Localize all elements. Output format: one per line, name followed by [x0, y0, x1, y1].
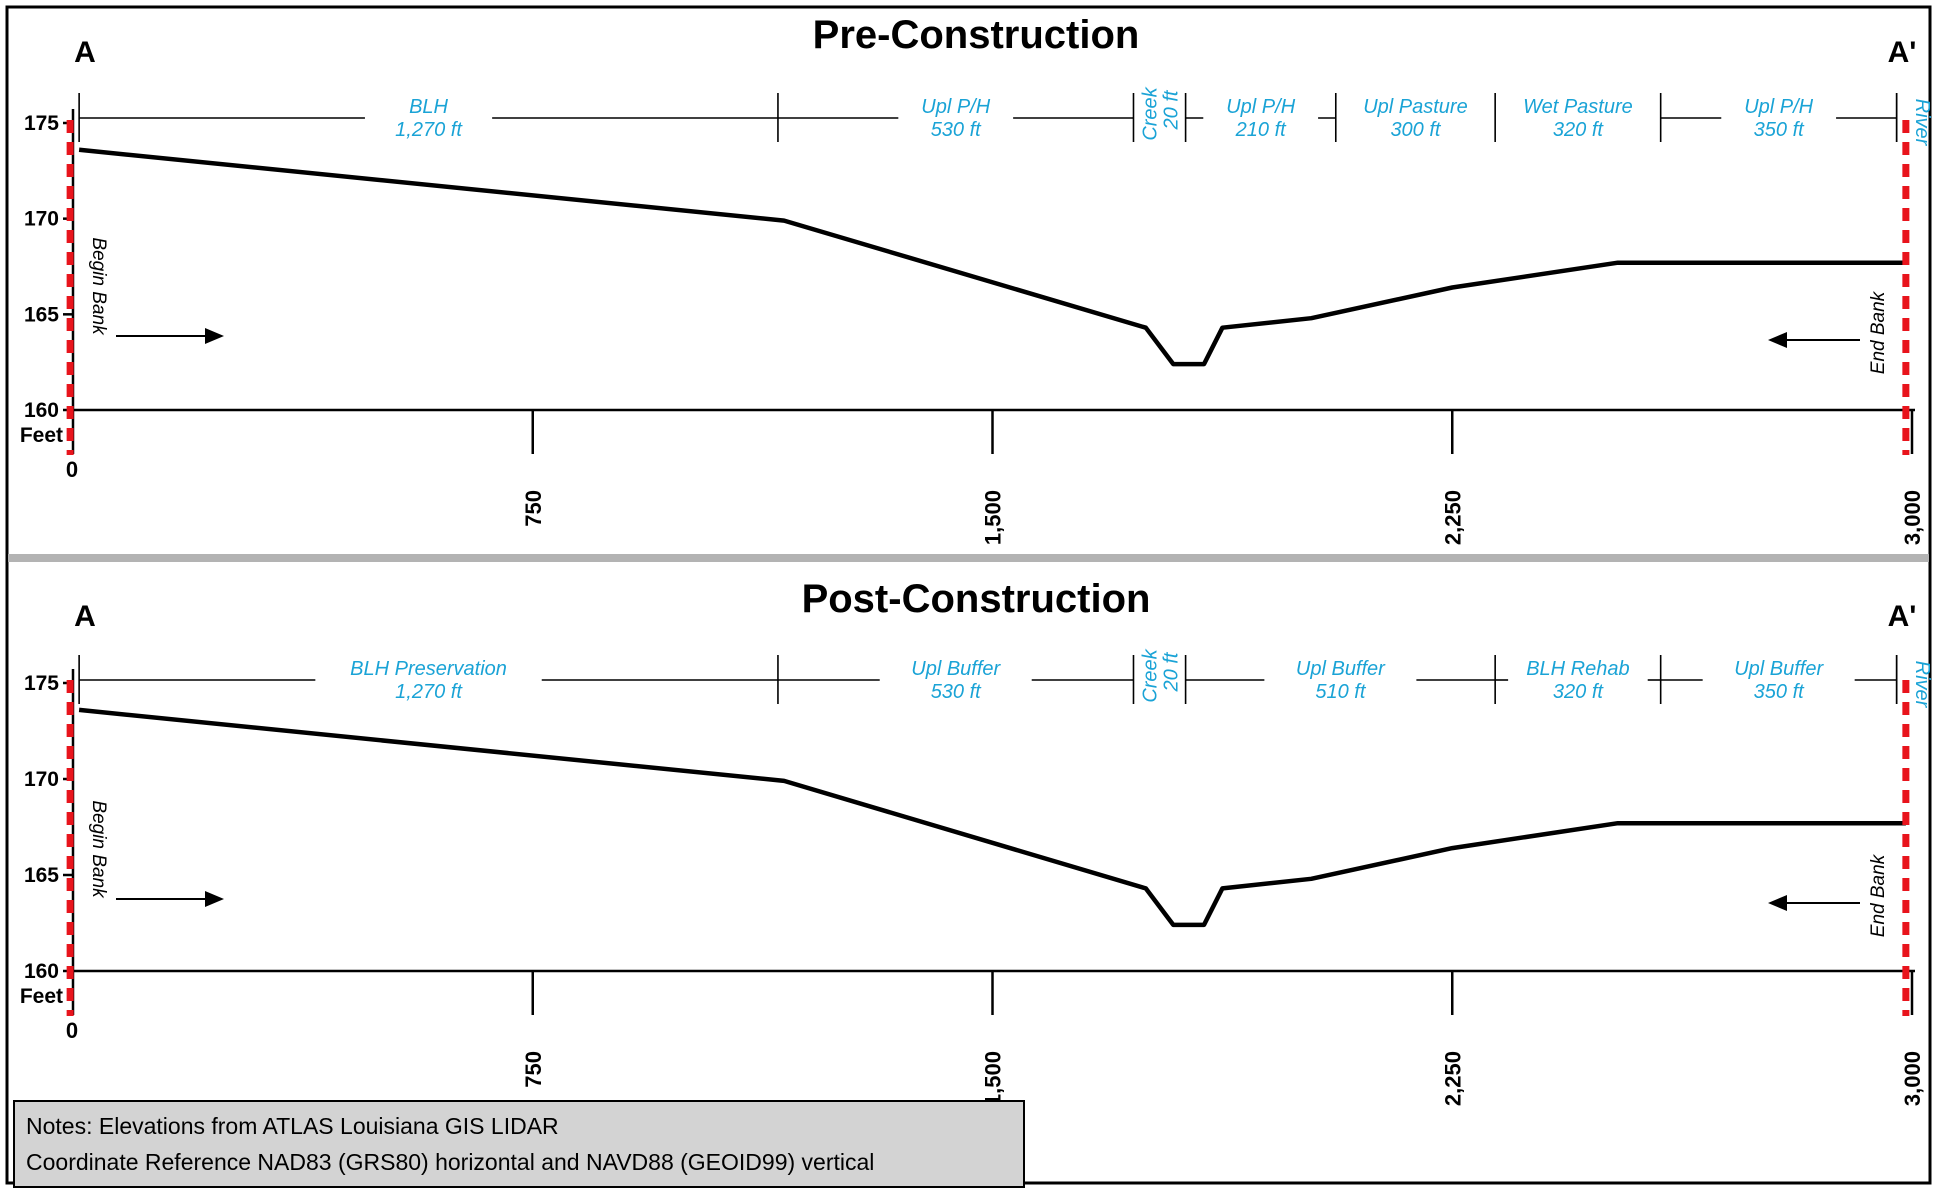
segment-name: Upl P/H	[921, 96, 990, 118]
section-start-label: A	[74, 600, 96, 633]
segment-name: Creek	[1140, 648, 1162, 702]
x-tick-label: 750	[521, 490, 546, 527]
begin-bank-label: Begin Bank	[88, 800, 109, 899]
x-tick-label: 2,250	[1440, 1051, 1465, 1106]
panel-title: Pre-Construction	[813, 13, 1140, 57]
x-tick-label: 2,250	[1440, 490, 1465, 545]
y-tick-label: 165	[24, 303, 59, 326]
notes-line-1: Notes: Elevations from ATLAS Louisiana G…	[26, 1113, 559, 1139]
y-tick-label: 165	[24, 864, 59, 887]
begin-bank-label: Begin Bank	[88, 237, 109, 336]
y-tick-label: 170	[24, 208, 59, 231]
end-bank-label: End Bank	[1868, 853, 1889, 937]
begin-bank-arrowhead	[205, 891, 224, 907]
x-tick-label: 0	[66, 457, 78, 482]
y-tick-label: 175	[24, 672, 59, 695]
y-tick-label: 160	[24, 399, 59, 422]
x-tick-label: 750	[521, 1051, 546, 1088]
segment-name: Upl Buffer	[911, 658, 1001, 680]
y-tick-label: 160	[24, 960, 59, 983]
x-tick-label: 1,500	[981, 490, 1006, 545]
end-bank-label: End Bank	[1868, 290, 1889, 374]
segment-name: River	[1911, 99, 1933, 147]
segment-name: Upl Buffer	[1734, 658, 1824, 680]
y-tick-label: 175	[24, 112, 59, 135]
segment-length: 350 ft	[1754, 119, 1805, 141]
end-bank-arrowhead	[1768, 895, 1787, 911]
panel-divider	[8, 554, 1929, 562]
x-tick-label: 3,000	[1900, 1051, 1925, 1106]
segment-name: River	[1911, 661, 1933, 709]
ground-profile-line	[78, 707, 1906, 928]
segment-length: 320 ft	[1553, 119, 1604, 141]
end-bank-arrowhead	[1768, 332, 1787, 348]
y-tick-label: 170	[24, 768, 59, 791]
segment-length: 510 ft	[1315, 681, 1366, 703]
section-end-label: A'	[1888, 600, 1917, 633]
segment-length: 20 ft	[1161, 89, 1183, 130]
segment-length: 1,270 ft	[395, 119, 463, 141]
segment-name: Wet Pasture	[1523, 96, 1633, 118]
x-axis-unit-label: Feet	[20, 424, 63, 447]
x-tick-label: 0	[66, 1018, 78, 1043]
segment-name: Upl P/H	[1226, 96, 1295, 118]
segment-length: 1,270 ft	[395, 681, 463, 703]
x-tick-label: 1,500	[981, 1051, 1006, 1106]
segment-name: Upl Buffer	[1296, 658, 1386, 680]
begin-bank-arrowhead	[205, 328, 224, 344]
segment-length: 20 ft	[1161, 651, 1183, 692]
segment-length: 530 ft	[931, 119, 982, 141]
x-tick-label: 3,000	[1900, 490, 1925, 545]
segment-name: Creek	[1140, 86, 1162, 140]
panel-title: Post-Construction	[802, 577, 1151, 621]
segment-length: 210 ft	[1235, 119, 1287, 141]
segment-length: 300 ft	[1390, 119, 1441, 141]
section-end-label: A'	[1888, 36, 1917, 69]
ground-profile-line	[78, 147, 1906, 367]
section-start-label: A	[74, 36, 96, 69]
segment-name: BLH Rehab	[1526, 658, 1629, 680]
segment-length: 320 ft	[1553, 681, 1604, 703]
x-axis-unit-label: Feet	[20, 985, 63, 1008]
notes-box: Notes: Elevations from ATLAS Louisiana G…	[13, 1100, 1025, 1188]
segment-name: Upl P/H	[1744, 96, 1813, 118]
segment-name: BLH Preservation	[350, 658, 507, 680]
segment-name: Upl Pasture	[1363, 96, 1468, 118]
segment-length: 530 ft	[931, 681, 982, 703]
segment-name: BLH	[409, 96, 448, 118]
notes-line-2: Coordinate Reference NAD83 (GRS80) horiz…	[26, 1149, 874, 1175]
segment-length: 350 ft	[1754, 681, 1805, 703]
